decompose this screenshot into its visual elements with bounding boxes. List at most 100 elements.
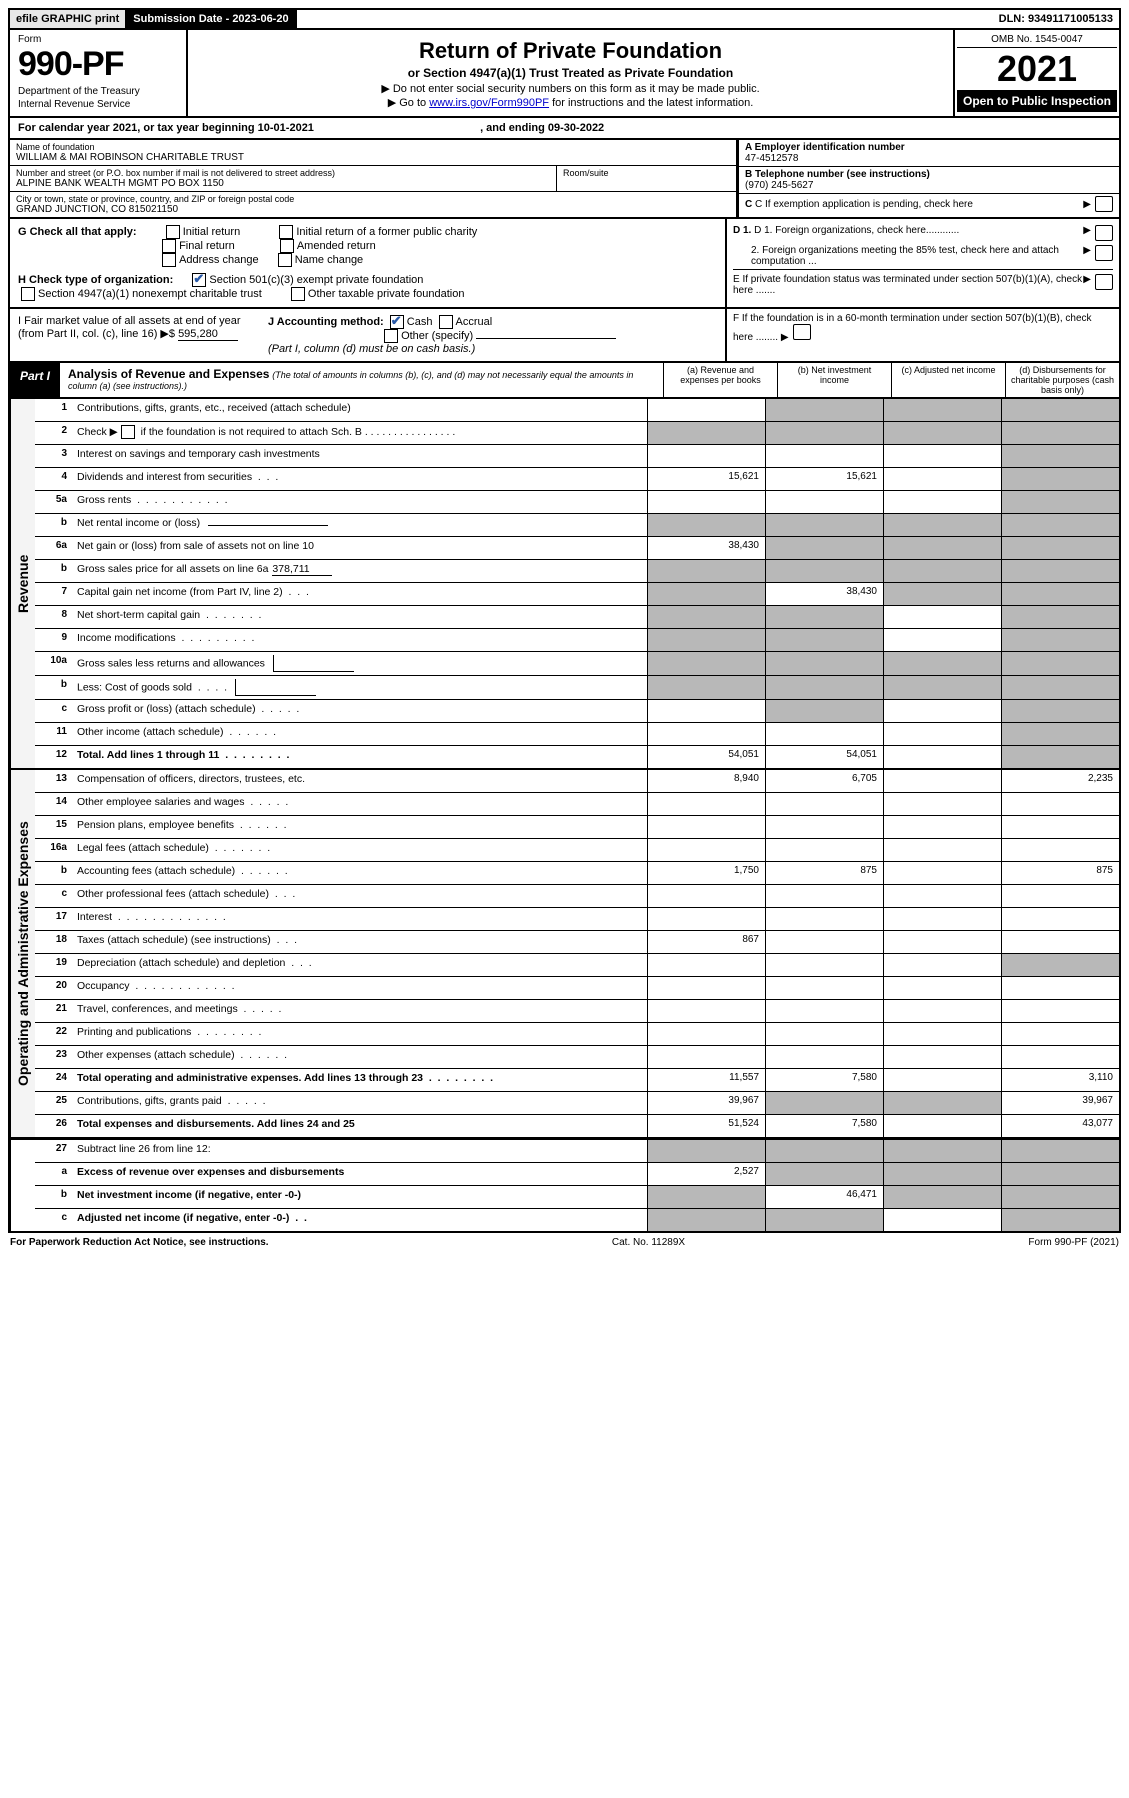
phone-row: B Telephone number (see instructions) (9… <box>739 167 1119 194</box>
exemption-checkbox[interactable] <box>1095 196 1113 212</box>
col-b-head: (b) Net investment income <box>777 363 891 397</box>
submission-date: Submission Date - 2023-06-20 <box>127 10 296 28</box>
line-3: 3Interest on savings and temporary cash … <box>35 445 1119 468</box>
top-bar: efile GRAPHIC print Submission Date - 20… <box>8 8 1121 30</box>
line-17: 17Interest . . . . . . . . . . . . . <box>35 908 1119 931</box>
line27-table: 27Subtract line 26 from line 12: aExcess… <box>8 1139 1121 1233</box>
name-value: WILLIAM & MAI ROBINSON CHARITABLE TRUST <box>16 152 730 163</box>
g-final-checkbox[interactable] <box>162 239 176 253</box>
schb-checkbox[interactable] <box>121 425 135 439</box>
i-value: 595,280 <box>178 328 238 341</box>
line-8: 8Net short-term capital gain . . . . . .… <box>35 606 1119 629</box>
line-21: 21Travel, conferences, and meetings . . … <box>35 1000 1119 1023</box>
g-amended: Amended return <box>297 240 376 252</box>
line-15: 15Pension plans, employee benefits . . .… <box>35 816 1119 839</box>
cal-begin: 10-01-2021 <box>258 122 314 134</box>
footer-left: For Paperwork Reduction Act Notice, see … <box>10 1237 269 1248</box>
expenses-table: Operating and Administrative Expenses 13… <box>8 770 1121 1139</box>
instr-pre: ▶ Go to <box>388 97 429 109</box>
h-4947: Section 4947(a)(1) nonexempt charitable … <box>38 288 262 300</box>
name-label: Name of foundation <box>16 142 730 152</box>
j-note: (Part I, column (d) must be on cash basi… <box>268 343 475 355</box>
efile-print-button[interactable]: efile GRAPHIC print <box>10 10 127 28</box>
irs-label: Internal Revenue Service <box>18 99 178 110</box>
j-other-checkbox[interactable] <box>384 329 398 343</box>
checks-block: G Check all that apply: Initial return I… <box>8 219 1121 309</box>
revenue-table: Revenue 1Contributions, gifts, grants, e… <box>8 399 1121 770</box>
line-27c: cAdjusted net income (if negative, enter… <box>35 1209 1119 1231</box>
form-title-block: Return of Private Foundation or Section … <box>188 30 953 116</box>
g-name-checkbox[interactable] <box>278 253 292 267</box>
g-final: Final return <box>179 240 235 252</box>
h-501c3-checkbox[interactable] <box>192 273 206 287</box>
g-amended-checkbox[interactable] <box>280 239 294 253</box>
h-other: Other taxable private foundation <box>308 288 465 300</box>
part1-header: Part I Analysis of Revenue and Expenses … <box>8 363 1121 399</box>
g-row: G Check all that apply: Initial return I… <box>18 225 717 267</box>
line-10b: bLess: Cost of goods sold . . . . <box>35 676 1119 700</box>
line-18: 18Taxes (attach schedule) (see instructi… <box>35 931 1119 954</box>
form-subtitle: or Section 4947(a)(1) Trust Treated as P… <box>198 66 943 80</box>
h-label: H Check type of organization: <box>18 274 173 286</box>
e-checkbox[interactable] <box>1095 274 1113 290</box>
d2-checkbox[interactable] <box>1095 245 1113 261</box>
dln: DLN: 93491171005133 <box>993 10 1119 28</box>
form-title: Return of Private Foundation <box>198 38 943 64</box>
h-row: H Check type of organization: Section 50… <box>18 273 717 301</box>
phone-value: (970) 245-5627 <box>745 180 813 191</box>
revenue-side-label: Revenue <box>10 399 35 768</box>
h-501c3: Section 501(c)(3) exempt private foundat… <box>209 274 423 286</box>
line-14: 14Other employee salaries and wages . . … <box>35 793 1119 816</box>
i-block: I Fair market value of all assets at end… <box>18 315 258 355</box>
g-address-checkbox[interactable] <box>162 253 176 267</box>
line-11: 11Other income (attach schedule) . . . .… <box>35 723 1119 746</box>
line-25: 25Contributions, gifts, grants paid . . … <box>35 1092 1119 1115</box>
line-9: 9Income modifications . . . . . . . . . <box>35 629 1119 652</box>
cal-end: 09-30-2022 <box>548 122 604 134</box>
entity-block: Name of foundation WILLIAM & MAI ROBINSO… <box>8 140 1121 219</box>
f-row: F If the foundation is in a 60-month ter… <box>733 313 1113 343</box>
dept-treasury: Department of the Treasury <box>18 86 178 97</box>
city-value: GRAND JUNCTION, CO 815021150 <box>16 204 730 215</box>
addr-label: Number and street (or P.O. box number if… <box>16 168 550 178</box>
d2-row: 2. Foreign organizations meeting the 85%… <box>733 243 1113 269</box>
j-cash-checkbox[interactable] <box>390 315 404 329</box>
instr-link-row: ▶ Go to www.irs.gov/Form990PF for instru… <box>198 96 943 109</box>
line-16a: 16aLegal fees (attach schedule) . . . . … <box>35 839 1119 862</box>
d1-text: D 1. Foreign organizations, check here..… <box>754 225 959 236</box>
year-block: OMB No. 1545-0047 2021 Open to Public In… <box>953 30 1119 116</box>
line-6a: 6aNet gain or (loss) from sale of assets… <box>35 537 1119 560</box>
line-13: 13Compensation of officers, directors, t… <box>35 770 1119 793</box>
irs-link[interactable]: www.irs.gov/Form990PF <box>429 97 549 109</box>
addr-value: ALPINE BANK WEALTH MGMT PO BOX 1150 <box>16 178 550 189</box>
g-address: Address change <box>179 254 259 266</box>
f-checkbox[interactable] <box>793 324 811 340</box>
form-id-block: Form 990-PF Department of the Treasury I… <box>10 30 188 116</box>
exemption-row: C C If exemption application is pending,… <box>739 194 1119 214</box>
ein-value: 47-4512578 <box>745 153 798 164</box>
part1-title: Analysis of Revenue and Expenses <box>68 367 269 381</box>
cal-text-a: For calendar year 2021, or tax year begi… <box>18 122 258 134</box>
g-initial-checkbox[interactable] <box>166 225 180 239</box>
foundation-name-cell: Name of foundation WILLIAM & MAI ROBINSO… <box>10 140 737 166</box>
footer-center: Cat. No. 11289X <box>612 1237 685 1248</box>
j-block: J Accounting method: Cash Accrual Other … <box>258 315 717 355</box>
line-10c: cGross profit or (loss) (attach schedule… <box>35 700 1119 723</box>
part1-desc: Analysis of Revenue and Expenses (The to… <box>60 363 663 397</box>
open-public-badge: Open to Public Inspection <box>957 90 1117 112</box>
part1-label: Part I <box>10 363 60 397</box>
g-label: G Check all that apply: <box>18 226 137 238</box>
d1-checkbox[interactable] <box>1095 225 1113 241</box>
h-other-checkbox[interactable] <box>291 287 305 301</box>
exemption-label: C If exemption application is pending, c… <box>755 199 973 210</box>
g-initial-pc-checkbox[interactable] <box>279 225 293 239</box>
e-row: E If private foundation status was termi… <box>733 269 1113 298</box>
line-5b: bNet rental income or (loss) <box>35 514 1119 537</box>
form-label: Form <box>18 34 178 45</box>
line-1: 1Contributions, gifts, grants, etc., rec… <box>35 399 1119 422</box>
line-23: 23Other expenses (attach schedule) . . .… <box>35 1046 1119 1069</box>
j-accrual-checkbox[interactable] <box>439 315 453 329</box>
h-4947-checkbox[interactable] <box>21 287 35 301</box>
calendar-year-row: For calendar year 2021, or tax year begi… <box>8 118 1121 140</box>
d2-text: 2. Foreign organizations meeting the 85%… <box>733 245 1083 267</box>
